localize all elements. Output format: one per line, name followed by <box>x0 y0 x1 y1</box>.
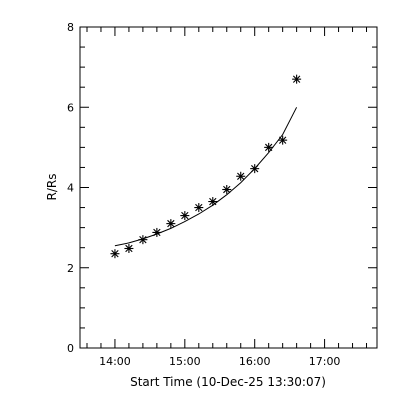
data-point <box>124 243 134 253</box>
data-point <box>264 142 274 152</box>
y-tick-label: 0 <box>67 342 74 355</box>
data-point <box>166 219 176 229</box>
data-point <box>180 211 190 221</box>
x-tick-label: 16:00 <box>239 355 271 368</box>
x-tick-label: 14:00 <box>99 355 131 368</box>
x-axis-label: Start Time (10-Dec-25 13:30:07) <box>130 375 326 389</box>
x-axis-ticks: 14:00 15:00 16:00 17:00 <box>86 27 368 368</box>
data-point <box>208 197 218 207</box>
y-tick-label: 4 <box>67 182 74 195</box>
fit-curve <box>114 107 298 247</box>
y-tick-label: 2 <box>67 262 74 275</box>
data-point <box>278 135 288 145</box>
data-point <box>250 164 260 174</box>
x-tick-label: 15:00 <box>169 355 201 368</box>
data-points-layer <box>110 74 302 259</box>
data-point <box>110 249 120 259</box>
data-point <box>292 74 302 84</box>
data-point <box>138 235 148 245</box>
data-point <box>152 227 162 237</box>
data-point <box>236 171 246 181</box>
y-tick-label: 8 <box>67 21 74 34</box>
y-axis-label: R/Rs <box>45 174 59 201</box>
y-tick-label: 6 <box>67 101 74 114</box>
y-axis-ticks: 0 2 4 6 8 <box>67 21 377 355</box>
data-point <box>222 185 232 195</box>
x-tick-label: 17:00 <box>309 355 341 368</box>
data-point <box>194 203 204 213</box>
fit-curve-layer <box>114 107 298 247</box>
